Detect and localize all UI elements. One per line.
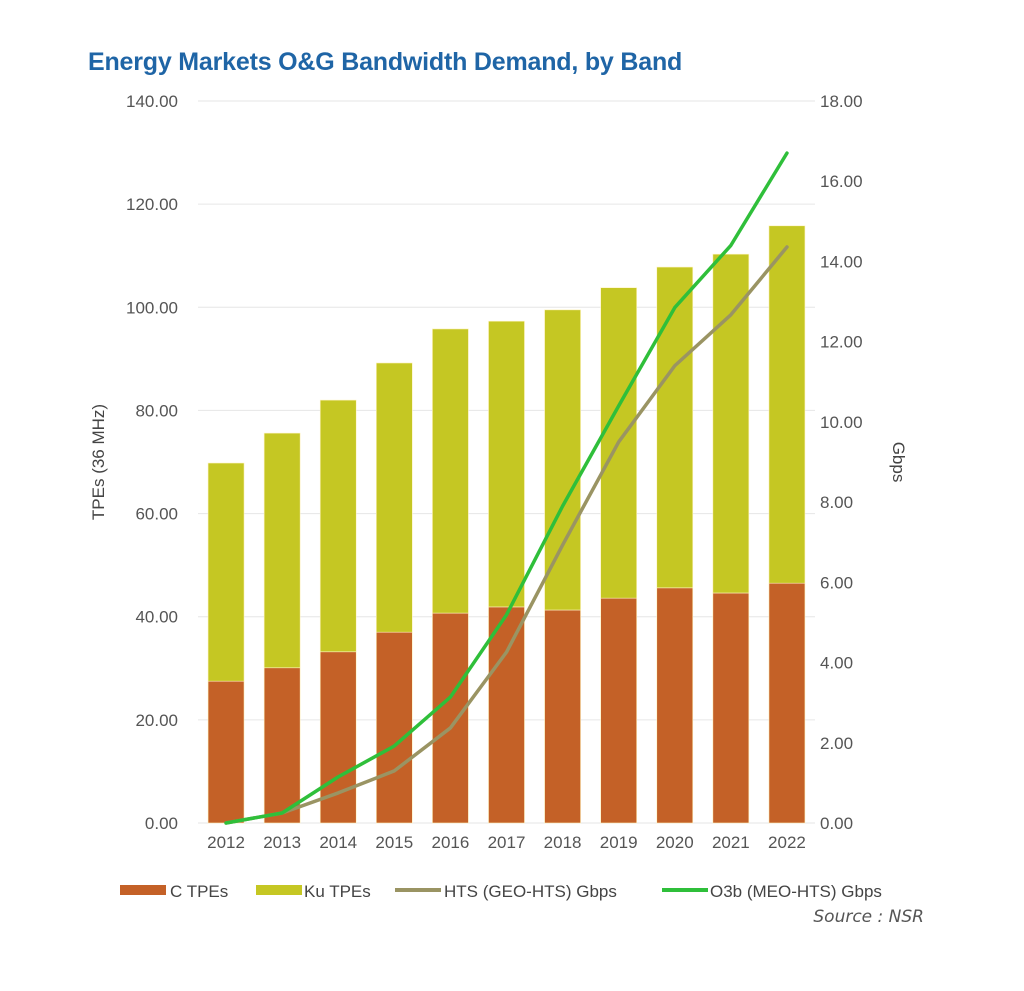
x-axis: 2012 2013 2014 2015 2016 2017 2018 2019 2020 2021… bbox=[207, 833, 806, 852]
y-axis-left: 0.00 20.00 40.00 60.00 80.00 100.00 120.00 140.… bbox=[126, 92, 178, 833]
x-tick-label: 2012 bbox=[207, 833, 245, 852]
bar-c-tpes-2022 bbox=[768, 582, 806, 824]
lines bbox=[224, 151, 789, 825]
bar-c-tpes-2013 bbox=[263, 667, 301, 824]
bar-ku-tpes-2014 bbox=[319, 399, 357, 653]
bar-ku-tpes-2022 bbox=[768, 225, 806, 584]
bar-ku-tpes-2018 bbox=[544, 309, 581, 611]
bar-c-tpes-2015 bbox=[376, 631, 413, 824]
y2-tick-label: 4.00 bbox=[820, 654, 853, 673]
y-tick-label: 140.00 bbox=[126, 92, 178, 111]
legend-swatch-ku-tpes bbox=[256, 885, 302, 895]
bar-ku-tpes-2012 bbox=[207, 462, 245, 682]
x-tick-label: 2019 bbox=[600, 833, 638, 852]
bar-ku-tpes-2021 bbox=[712, 253, 750, 594]
legend-label-o3b: O3b (MEO-HTS) Gbps bbox=[710, 882, 882, 901]
y2-tick-label: 0.00 bbox=[820, 814, 853, 833]
y2-tick-label: 12.00 bbox=[820, 333, 863, 352]
bar-c-tpes-2019 bbox=[600, 597, 637, 824]
legend-label-hts: HTS (GEO-HTS) Gbps bbox=[444, 882, 617, 901]
y-tick-label: 0.00 bbox=[145, 814, 178, 833]
y-tick-label: 100.00 bbox=[126, 298, 178, 317]
y2-tick-label: 10.00 bbox=[820, 413, 863, 432]
x-tick-label: 2022 bbox=[768, 833, 806, 852]
bar-c-tpes-2012 bbox=[207, 680, 245, 824]
bar-c-tpes-2020 bbox=[656, 587, 694, 824]
y-tick-label: 40.00 bbox=[135, 608, 178, 627]
bar-c-tpes-2016 bbox=[432, 612, 469, 824]
line-o3b-meo-hts-gbps bbox=[224, 151, 789, 825]
y-tick-label: 80.00 bbox=[135, 401, 178, 420]
bar-ku-tpes-2016 bbox=[432, 328, 469, 614]
line-hts-geo-hts-gbps bbox=[224, 245, 789, 825]
y2-tick-label: 8.00 bbox=[820, 493, 853, 512]
y-axis-right: 0.00 2.00 4.00 6.00 8.00 10.00 12.00 14.00 16.00… bbox=[820, 92, 863, 833]
y2-tick-label: 16.00 bbox=[820, 172, 863, 191]
legend-label-c-tpes: C TPEs bbox=[170, 882, 228, 901]
bar-c-tpes-2021 bbox=[712, 592, 750, 824]
x-tick-label: 2014 bbox=[319, 833, 357, 852]
bar-ku-tpes-2015 bbox=[376, 362, 413, 633]
legend: C TPEs Ku TPEs HTS (GEO-HTS) Gbps O3b (M… bbox=[120, 882, 882, 901]
bar-c-tpes-2018 bbox=[544, 609, 581, 824]
bar-ku-tpes-2017 bbox=[488, 320, 525, 608]
source-note: Source : NSR bbox=[813, 907, 924, 927]
y-tick-label: 60.00 bbox=[135, 505, 178, 524]
x-tick-label: 2016 bbox=[431, 833, 469, 852]
legend-label-ku-tpes: Ku TPEs bbox=[304, 882, 371, 901]
bar-c-tpes-2017 bbox=[488, 606, 525, 824]
x-tick-label: 2021 bbox=[712, 833, 750, 852]
bar-ku-tpes-2020 bbox=[656, 266, 694, 589]
x-tick-label: 2020 bbox=[656, 833, 694, 852]
y-tick-label: 120.00 bbox=[126, 195, 178, 214]
y2-axis-label: Gbps bbox=[889, 442, 908, 483]
bars bbox=[207, 225, 806, 824]
y2-tick-label: 14.00 bbox=[820, 252, 863, 271]
legend-swatch-c-tpes bbox=[120, 885, 166, 895]
y-axis-label: TPEs (36 MHz) bbox=[89, 404, 108, 520]
y2-tick-label: 2.00 bbox=[820, 734, 853, 753]
x-tick-label: 2015 bbox=[375, 833, 413, 852]
y2-tick-label: 6.00 bbox=[820, 573, 853, 592]
x-tick-label: 2018 bbox=[544, 833, 582, 852]
x-tick-label: 2017 bbox=[488, 833, 526, 852]
chart-title: Energy Markets O&G Bandwidth Demand, by … bbox=[88, 48, 683, 76]
y-tick-label: 20.00 bbox=[135, 711, 178, 730]
x-tick-label: 2013 bbox=[263, 833, 301, 852]
y2-tick-label: 18.00 bbox=[820, 92, 863, 111]
bar-ku-tpes-2013 bbox=[263, 432, 301, 669]
